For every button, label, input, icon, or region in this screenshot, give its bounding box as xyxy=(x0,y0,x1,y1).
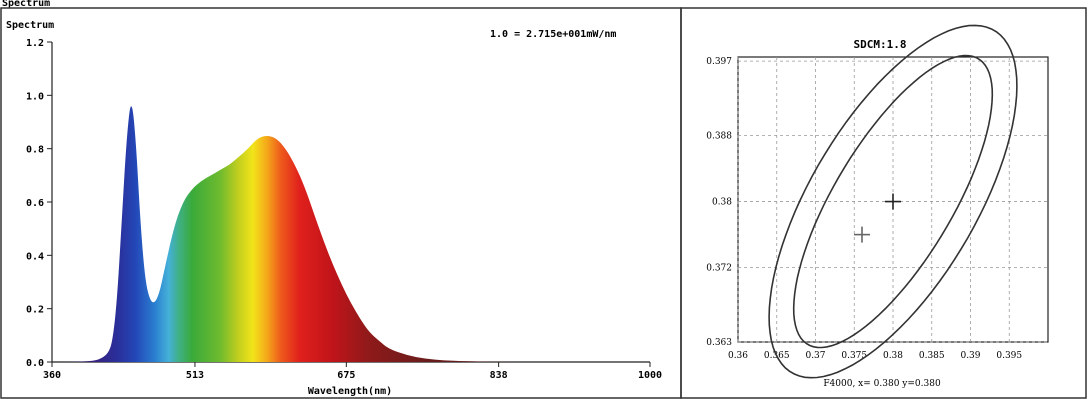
chromaticity-chart: SDCM:1.8 0.36 0.365 0.37 0.375 0.38 0.385 0.39… xyxy=(706,24,1049,389)
spectrum-x-label: Wavelength(nm) xyxy=(308,386,392,397)
header-fragment: Spectrum xyxy=(2,0,50,9)
spectrum-y-tick-label: 0.6 xyxy=(26,198,44,209)
sdcm-ellipse xyxy=(792,54,994,349)
spectrum-x-tick-label: 360 xyxy=(43,370,61,381)
spectrum-chart: Spectrum 1.0 = 2.715e+001mW/nm 0.0 0.2 0.4… xyxy=(6,20,662,397)
sdcm-ellipse xyxy=(768,24,1018,379)
spectrum-area xyxy=(52,106,520,362)
spectrum-y-tick-label: 0.4 xyxy=(26,251,44,262)
spectrum-y-tick-label: 0.0 xyxy=(26,358,44,369)
spectrum-plot-area: 0.0 0.2 0.4 0.6 0.8 1.0 1.2 360 513 675 838 1000 xyxy=(26,38,662,381)
chromaticity-y-tick-label: 0.38 xyxy=(712,198,732,208)
chromaticity-x-tick-label: 0.39 xyxy=(960,351,980,361)
chromaticity-panel-frame xyxy=(680,7,1087,399)
chromaticity-x-tick-label: 0.375 xyxy=(841,351,867,361)
spectrum-x-tick-label: 513 xyxy=(186,370,204,381)
spectrum-x-tick-label: 675 xyxy=(337,370,355,381)
chromaticity-x-tick-label: 0.385 xyxy=(919,351,945,361)
chromaticity-x-tick-label: 0.395 xyxy=(996,351,1022,361)
spectrum-y-tick-label: 1.2 xyxy=(26,38,44,49)
chromaticity-title: SDCM:1.8 xyxy=(854,38,907,51)
chromaticity-plot-area: 0.36 0.365 0.37 0.375 0.38 0.385 0.39 0.3950.36… xyxy=(706,24,1049,379)
spectrum-x-tick-label: 838 xyxy=(490,370,508,381)
chromaticity-point-marker xyxy=(885,193,901,210)
chromaticity-x-tick-label: 0.36 xyxy=(728,351,748,361)
chromaticity-y-tick-label: 0.372 xyxy=(706,264,732,274)
spectrum-y-tick-label: 0.8 xyxy=(26,145,44,156)
chromaticity-x-tick-label: 0.38 xyxy=(883,351,903,361)
chromaticity-point-marker xyxy=(854,226,870,243)
chromaticity-y-tick-label: 0.388 xyxy=(706,131,732,141)
chromaticity-y-tick-label: 0.397 xyxy=(706,57,732,67)
spectrum-y-tick-label: 0.2 xyxy=(26,305,44,316)
spectrum-annotation: 1.0 = 2.715e+001mW/nm xyxy=(490,29,616,40)
spectrum-title: Spectrum xyxy=(6,20,54,31)
chromaticity-y-tick-label: 0.363 xyxy=(706,338,732,348)
spectrum-x-tick-label: 1000 xyxy=(638,370,662,381)
chromaticity-x-tick-label: 0.37 xyxy=(805,351,825,361)
chromaticity-footer: F4000, x= 0.380 y=0.380 xyxy=(823,379,941,389)
spectrum-y-tick-label: 1.0 xyxy=(26,91,44,102)
